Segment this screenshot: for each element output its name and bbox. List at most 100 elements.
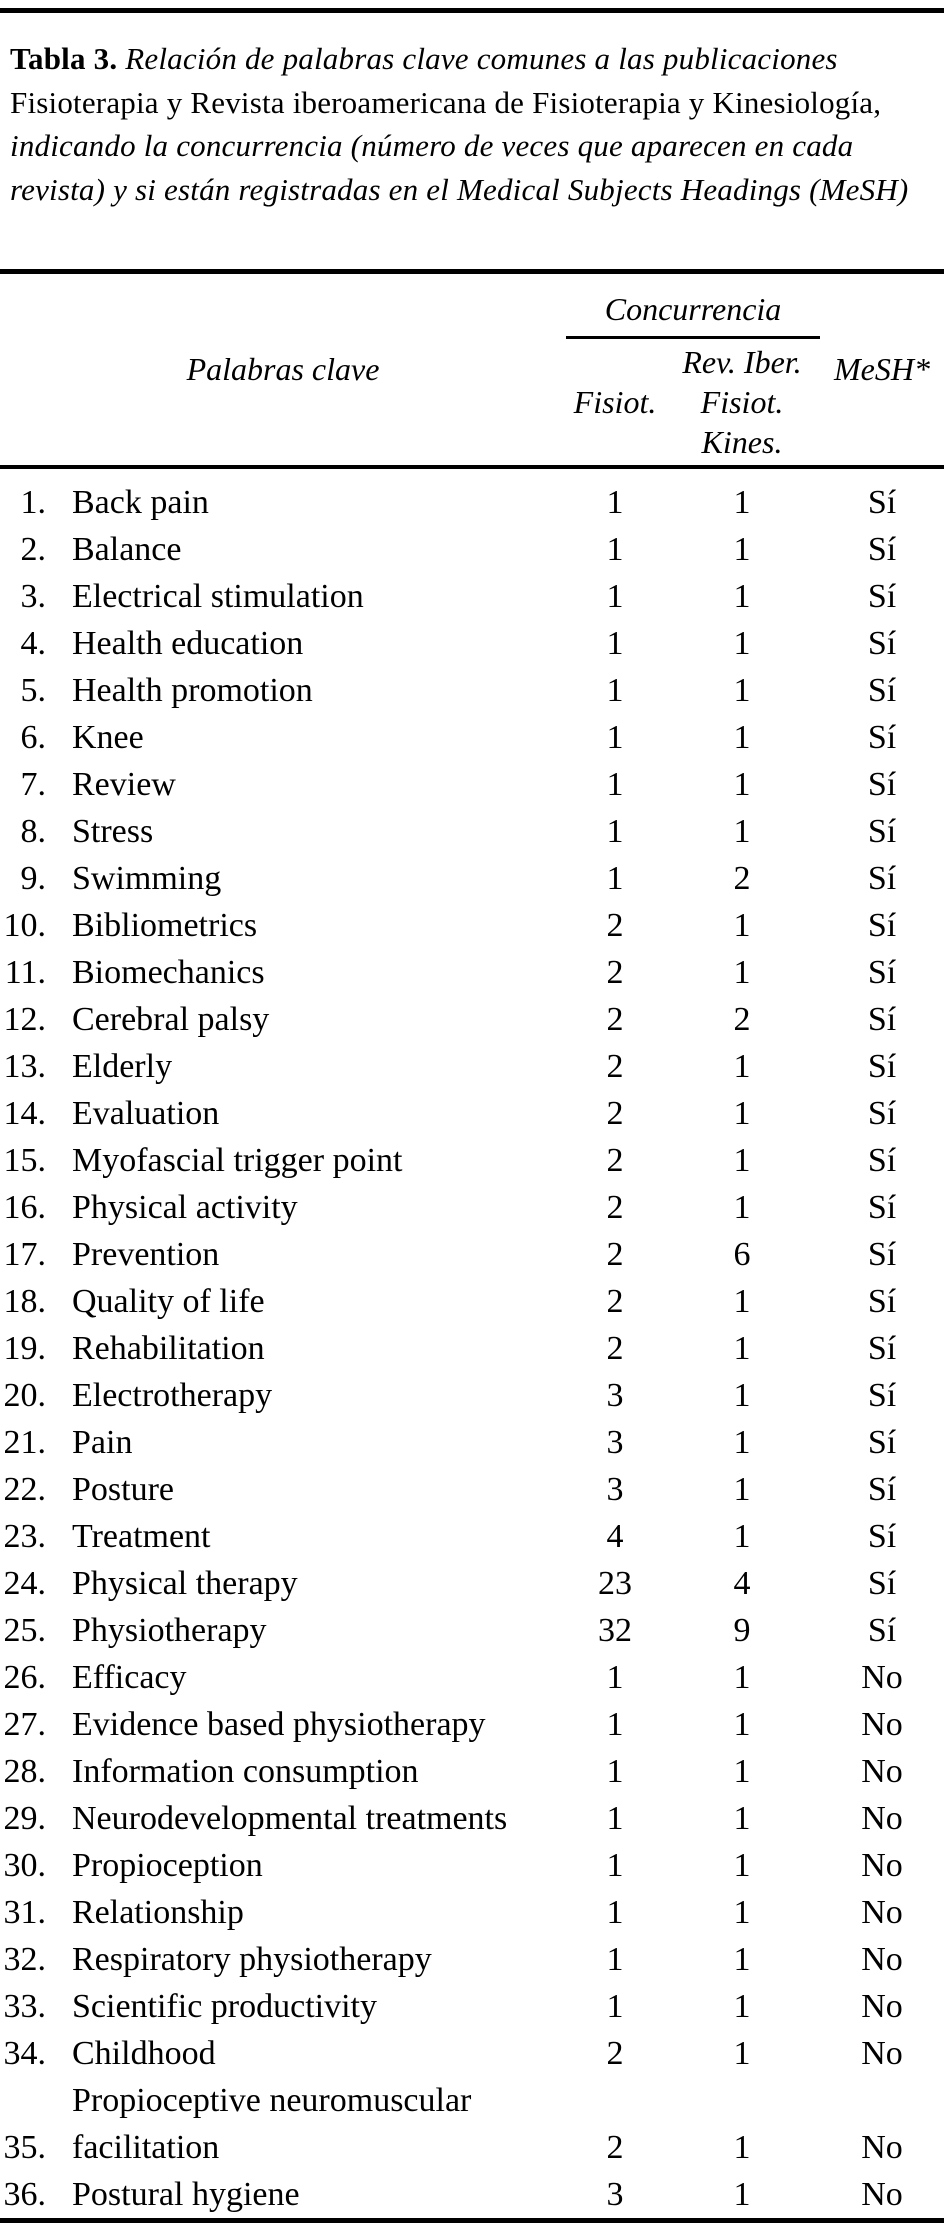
rev-iber-value-cell: 4 xyxy=(733,1565,751,1602)
row-number-cell: 12. xyxy=(3,1001,47,1038)
rev-iber-header-line1: Rev. Iber. xyxy=(682,344,802,380)
rev-iber-value-cell: 1 xyxy=(733,1189,751,1226)
mesh-value-cell: Sí xyxy=(867,954,897,991)
fisiot-value-cell: 2 xyxy=(606,907,624,944)
keyword-cell: Health promotion xyxy=(72,672,313,709)
keyword-cell: Propioceptive neuromuscular facilitation xyxy=(72,2082,472,2166)
fisiot-value-cell: 2 xyxy=(606,1283,624,1320)
row-number-cell: 18. xyxy=(3,1283,47,1320)
mesh-value-cell: Sí xyxy=(867,1236,897,1273)
rev-iber-value-cell: 1 xyxy=(733,907,751,944)
fisiot-value-cell: 1 xyxy=(606,1941,624,1978)
keyword-cell: Efficacy xyxy=(72,1659,187,1696)
row-number-cell: 5. xyxy=(20,672,47,709)
rev-iber-value-cell: 1 xyxy=(733,531,751,568)
fisiot-value-cell: 1 xyxy=(606,860,624,897)
mesh-header-label: MeSH* xyxy=(834,351,930,387)
keyword-cell: Physical therapy xyxy=(72,1565,298,1602)
rev-iber-value-cell: 2 xyxy=(733,860,751,897)
table-row: 2. Balance 1 1 Sí xyxy=(0,526,944,573)
row-number-cell: 32. xyxy=(3,1941,47,1978)
rev-iber-value-cell: 1 xyxy=(733,2035,751,2072)
rev-iber-value-cell: 6 xyxy=(733,1236,751,1273)
fisiot-value-cell: 1 xyxy=(606,766,624,803)
keyword-cell: Myofascial trigger point xyxy=(72,1142,403,1179)
caption-journal-names: Fisioterapia y Revista iberoamericana de… xyxy=(10,84,882,120)
table-row: 24. Physical therapy 23 4 Sí xyxy=(0,1560,944,1607)
rev-iber-value-cell: 1 xyxy=(733,1659,751,1696)
fisiot-value-cell: 1 xyxy=(606,531,624,568)
keyword-cell: Health education xyxy=(72,625,304,662)
row-number-cell: 31. xyxy=(3,1894,47,1931)
mesh-column-header: MeSH* xyxy=(820,274,944,465)
mesh-value-cell: Sí xyxy=(867,1377,897,1414)
rev-iber-value-cell: 1 xyxy=(733,1377,751,1414)
table-caption: Tabla 3. Relación de palabras clave comu… xyxy=(0,13,944,269)
row-number-cell: 23. xyxy=(3,1518,47,1555)
fisiot-value-cell: 1 xyxy=(606,813,624,850)
table-row: 36. Postural hygiene 3 1 No xyxy=(0,2171,944,2218)
table-row: 10. Bibliometrics 2 1 Sí xyxy=(0,902,944,949)
row-number-cell: 17. xyxy=(3,1236,47,1273)
mesh-value-cell: Sí xyxy=(867,531,897,568)
mesh-value-cell: No xyxy=(861,2176,903,2213)
caption-italic-part-2: indicando la concurrencia (número de vec… xyxy=(10,128,909,207)
row-number-cell: 24. xyxy=(3,1565,47,1602)
table-row: 23. Treatment 4 1 Sí xyxy=(0,1513,944,1560)
keyword-cell: Elderly xyxy=(72,1048,173,1085)
fisiot-value-cell: 2 xyxy=(606,2035,624,2072)
rev-iber-value-cell: 1 xyxy=(733,766,751,803)
fisiot-value-cell: 1 xyxy=(606,1847,624,1884)
table-row: 18. Quality of life 2 1 Sí xyxy=(0,1278,944,1325)
mesh-value-cell: No xyxy=(861,1753,903,1790)
rev-iber-value-cell: 9 xyxy=(733,1612,751,1649)
row-number-cell: 27. xyxy=(3,1706,47,1743)
rev-iber-value-cell: 1 xyxy=(733,1142,751,1179)
row-number-cell: 11. xyxy=(4,954,46,991)
caption-table-label: Tabla 3. xyxy=(10,41,126,76)
mesh-value-cell: Sí xyxy=(867,813,897,850)
table-row: 21. Pain 3 1 Sí xyxy=(0,1419,944,1466)
table-row: 20. Electrotherapy 3 1 Sí xyxy=(0,1372,944,1419)
mesh-value-cell: No xyxy=(861,2035,903,2072)
row-number-cell: 33. xyxy=(3,1988,47,2025)
mesh-value-cell: Sí xyxy=(867,578,897,615)
mesh-value-cell: Sí xyxy=(867,484,897,521)
keyword-cell: Prevention xyxy=(72,1236,220,1273)
mesh-value-cell: No xyxy=(861,2129,903,2166)
concurrencia-underline xyxy=(566,336,820,339)
row-number-cell: 28. xyxy=(3,1753,47,1790)
rev-iber-value-cell: 1 xyxy=(733,484,751,521)
mesh-value-cell: No xyxy=(861,1988,903,2025)
keyword-cell: Physical activity xyxy=(72,1189,298,1226)
mesh-value-cell: Sí xyxy=(867,1424,897,1461)
rev-iber-value-cell: 1 xyxy=(733,1847,751,1884)
row-number-cell: 25. xyxy=(3,1612,47,1649)
concurrencia-header-label: Concurrencia xyxy=(604,291,782,327)
rev-iber-value-cell: 1 xyxy=(733,1706,751,1743)
keyword-cell: Neurodevelopmental treatments xyxy=(72,1800,508,1837)
journal-table-page: Tabla 3. Relación de palabras clave comu… xyxy=(0,8,944,2237)
row-number-cell: 21. xyxy=(3,1424,47,1461)
fisiot-value-cell: 1 xyxy=(606,1894,624,1931)
row-number-cell: 8. xyxy=(20,813,47,850)
rev-iber-value-cell: 1 xyxy=(733,2176,751,2213)
concurrencia-subcolumns: Fisiot. Rev. Iber. Fisiot. Kines. xyxy=(566,339,820,465)
fisiot-value-cell: 32 xyxy=(598,1612,632,1649)
fisiot-value-cell: 3 xyxy=(606,2176,624,2213)
mesh-value-cell: No xyxy=(861,1659,903,1696)
table-row: 32. Respiratory physiotherapy 1 1 No xyxy=(0,1936,944,1983)
keyword-cell: Stress xyxy=(72,813,154,850)
row-number-cell: 30. xyxy=(3,1847,47,1884)
keyword-cell: Evaluation xyxy=(72,1095,220,1132)
row-number-cell: 20. xyxy=(3,1377,47,1414)
keyword-cell: Bibliometrics xyxy=(72,907,258,944)
keyword-cell: Pain xyxy=(72,1424,133,1461)
header-divider-rule xyxy=(0,465,944,469)
fisiot-value-cell: 1 xyxy=(606,672,624,709)
fisiot-value-cell: 1 xyxy=(606,1988,624,2025)
rev-iber-value-cell: 1 xyxy=(733,1095,751,1132)
bottom-rule xyxy=(0,2218,944,2223)
rev-iber-value-cell: 1 xyxy=(733,1283,751,1320)
keyword-cell: Review xyxy=(72,766,176,803)
